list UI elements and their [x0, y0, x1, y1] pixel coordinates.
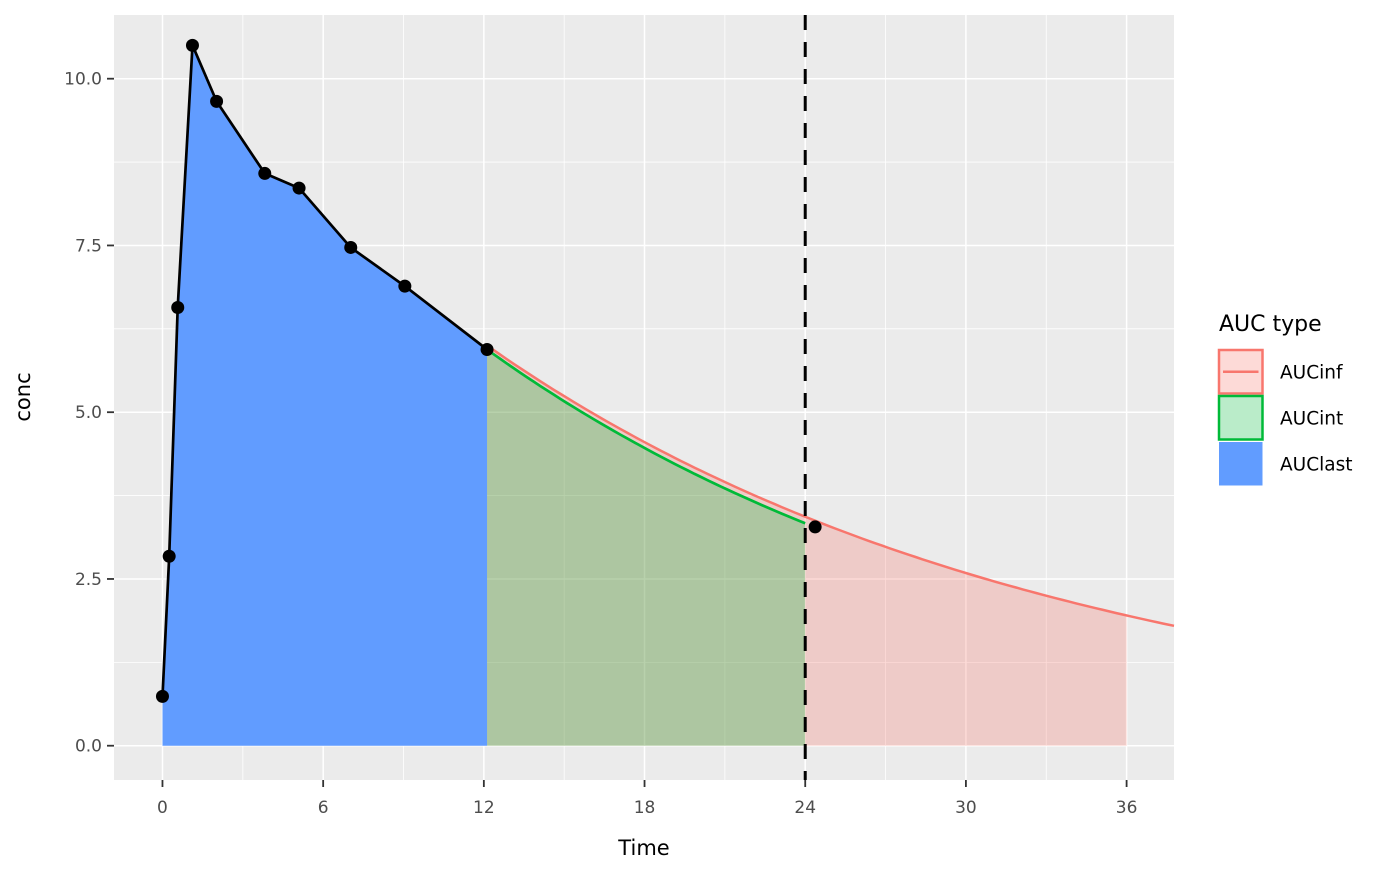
observed-point — [155, 689, 169, 703]
observed-point — [344, 240, 358, 254]
x-axis-title: Time — [617, 836, 669, 860]
x-tick-label: 12 — [473, 798, 495, 818]
aucint-curve-line — [486, 348, 806, 525]
extrapolation-curves — [486, 344, 1175, 628]
x-tick-label: 30 — [955, 798, 977, 818]
legend-keys: AUCinf AUCint AUClast — [1217, 348, 1352, 486]
observed-point — [292, 181, 306, 195]
legend-key-auclast — [1219, 442, 1263, 486]
y-tick-label: 2.5 — [75, 570, 102, 590]
observed-line — [161, 43, 488, 697]
y-axis-title: conc — [11, 372, 35, 421]
observed-point — [171, 300, 185, 314]
observed-point — [210, 94, 224, 108]
auclast-region — [162, 45, 488, 746]
y-tick-label: 5.0 — [75, 403, 102, 423]
x-tick-label: 6 — [318, 798, 329, 818]
x-tick-label: 18 — [634, 798, 656, 818]
aucint-region — [487, 349, 806, 746]
y-tick-label: 10.0 — [64, 70, 102, 90]
y-tick-label: 7.5 — [75, 236, 102, 256]
observed-point — [162, 549, 176, 563]
observed-point — [258, 166, 272, 180]
axes: 0 6 12 18 24 30 36 0.0 2.5 5.0 7.5 10.0 — [64, 70, 1137, 818]
legend-title: AUC type — [1219, 312, 1322, 337]
observed-series — [155, 38, 822, 703]
aucinf-curve-line — [486, 344, 1175, 628]
x-tick-label: 36 — [1116, 798, 1138, 818]
legend-label-aucinf: AUCinf — [1280, 362, 1343, 383]
legend-key-aucint — [1217, 394, 1264, 441]
y-tick-label: 0.0 — [75, 737, 102, 757]
observed-point — [398, 279, 412, 293]
aucinf-region — [487, 345, 1127, 746]
observed-point — [480, 343, 494, 357]
legend-label-auclast: AUClast — [1280, 454, 1352, 475]
legend: AUC type AUCinf AUCint AUClast — [1217, 312, 1352, 486]
observed-point — [808, 520, 822, 534]
x-tick-label: 0 — [157, 798, 168, 818]
auc-regions — [162, 45, 1127, 746]
legend-label-aucint: AUCint — [1280, 408, 1343, 429]
x-tick-label: 24 — [794, 798, 816, 818]
observed-point — [185, 38, 199, 52]
